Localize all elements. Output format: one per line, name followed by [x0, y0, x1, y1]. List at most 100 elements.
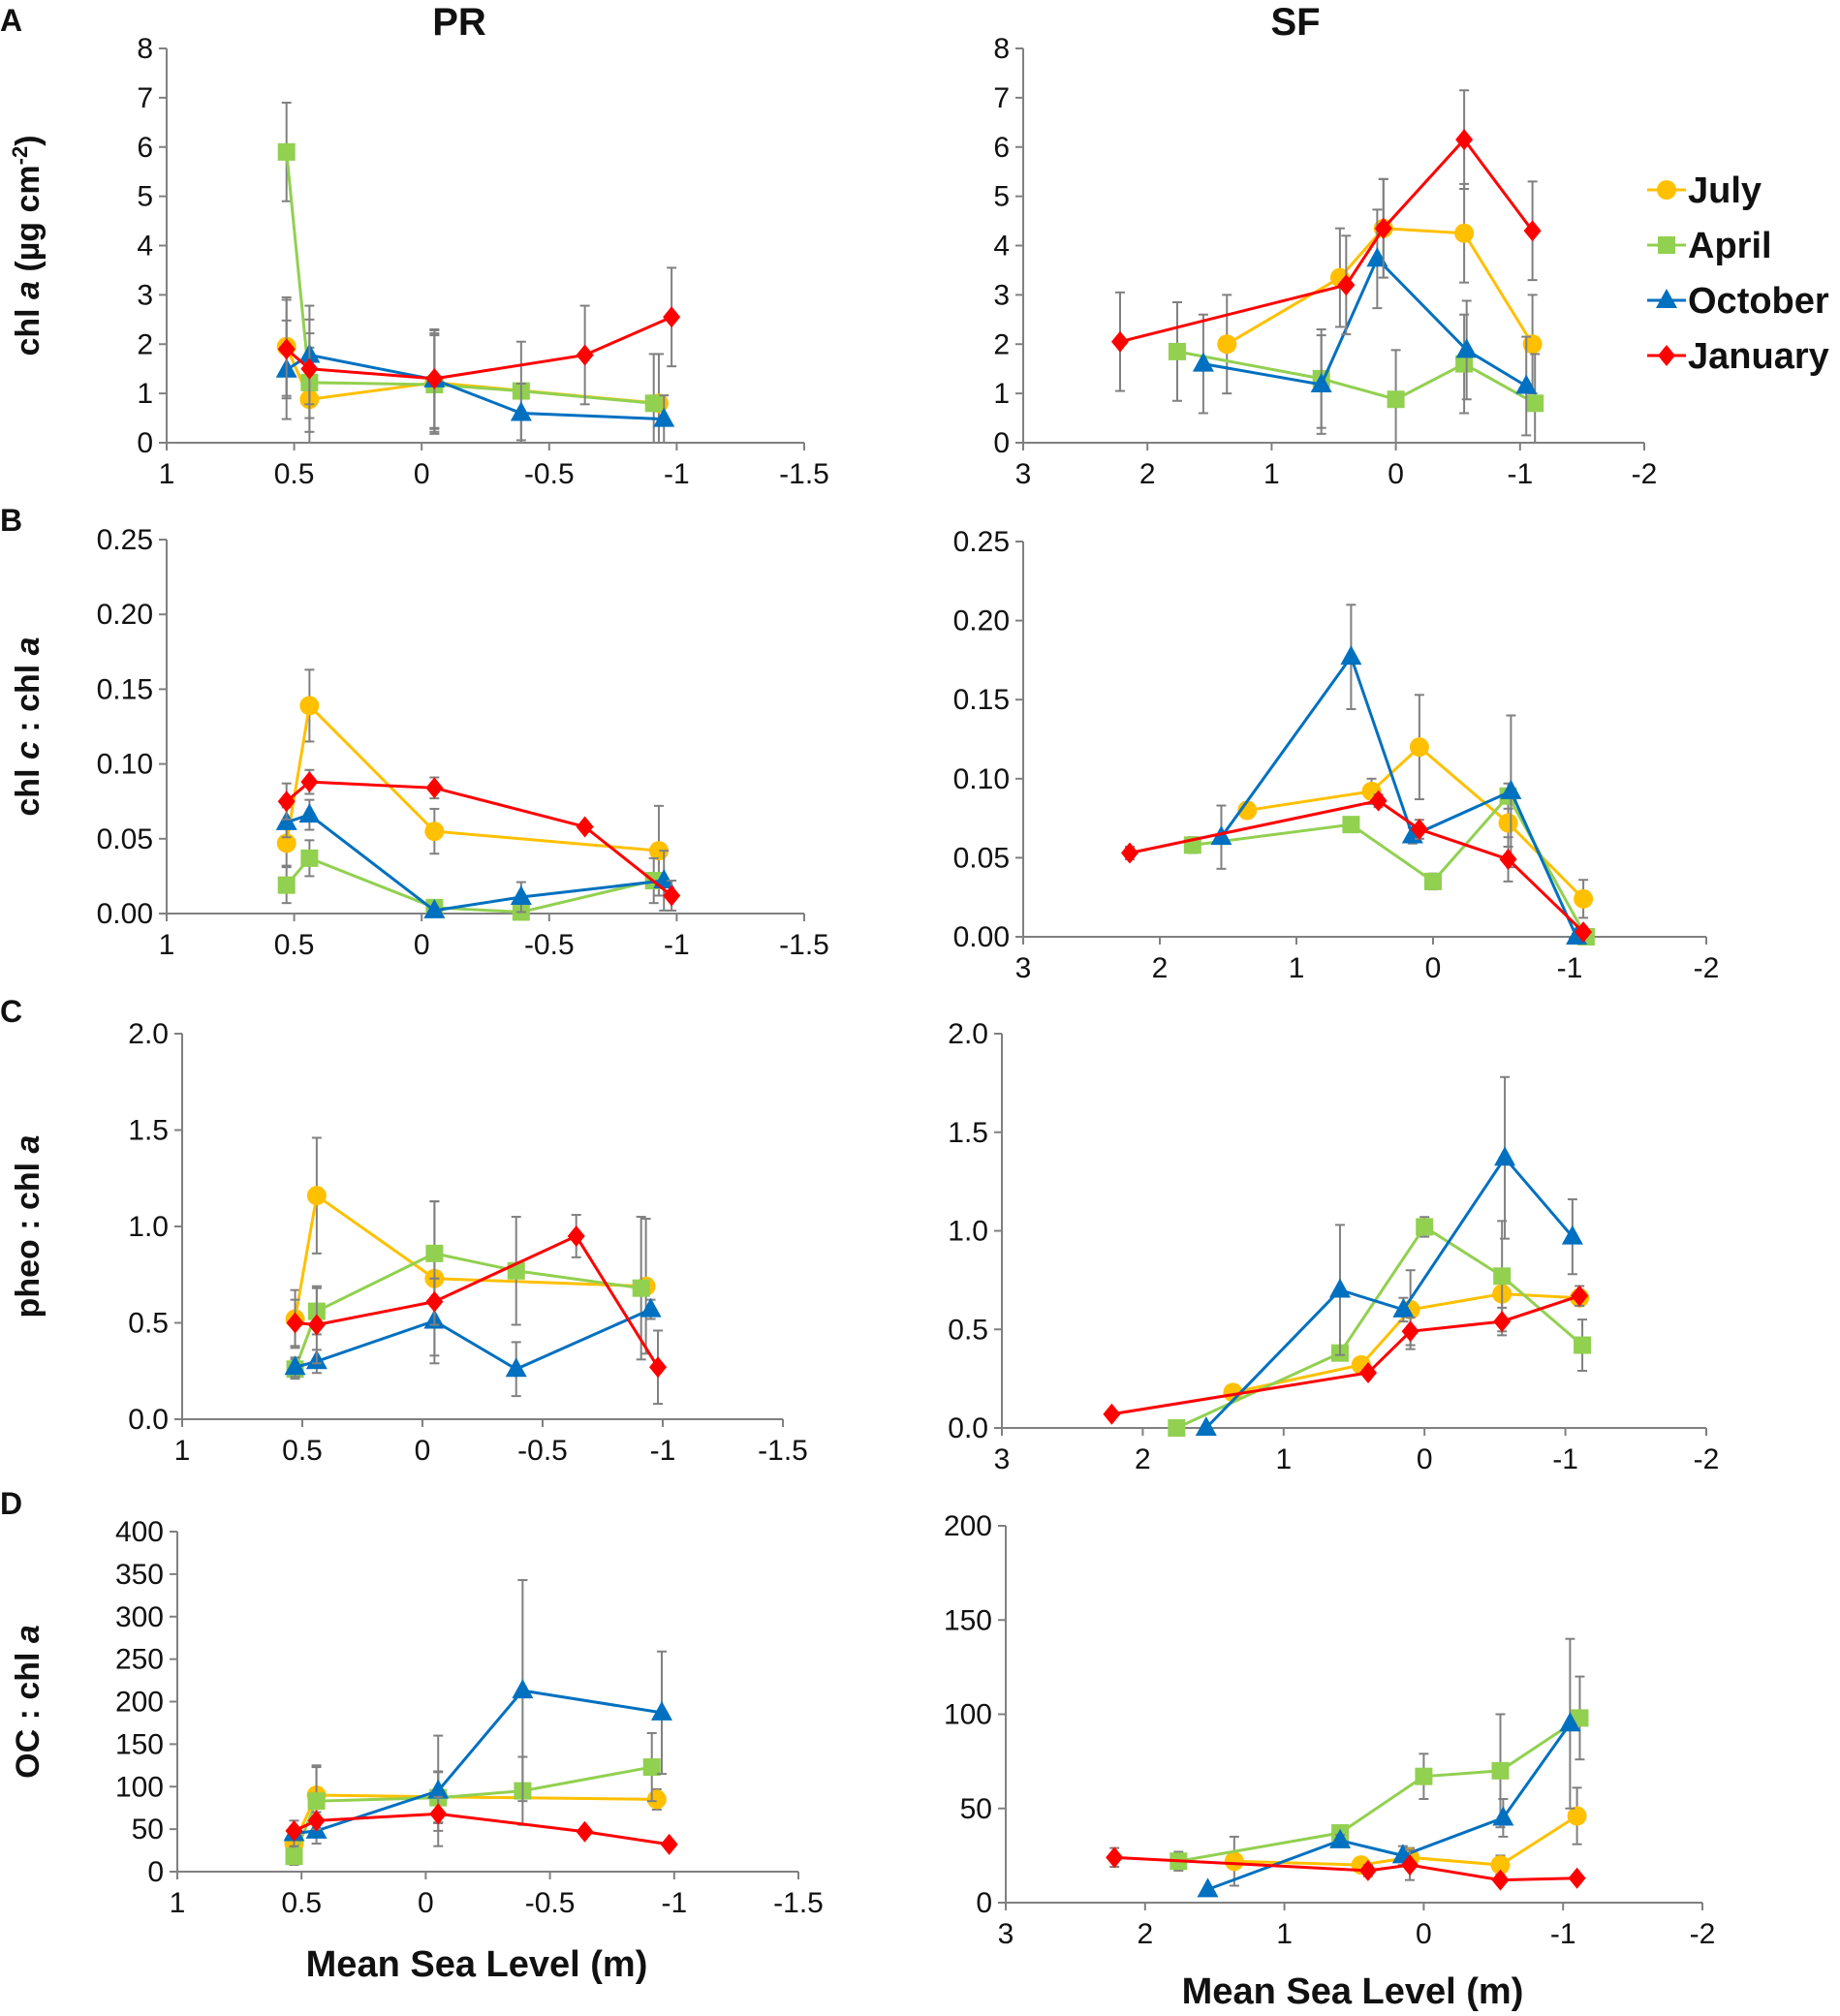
data-point	[1571, 1285, 1589, 1307]
data-point	[649, 1356, 668, 1379]
legend-label: July	[1688, 171, 1762, 211]
series-line	[1178, 1717, 1581, 1863]
series-line	[294, 1689, 663, 1836]
data-point	[1410, 819, 1428, 841]
data-point	[510, 401, 532, 421]
data-point	[1499, 849, 1517, 871]
series-line	[1119, 137, 1534, 344]
data-point	[1494, 1146, 1516, 1166]
series-october	[275, 304, 675, 444]
data-point	[425, 367, 444, 389]
legend-item-april: April	[1647, 226, 1772, 266]
data-point	[1561, 1225, 1583, 1245]
y-tick-label: 0	[137, 427, 153, 459]
data-point	[1498, 813, 1518, 833]
y-axis-label-part: a	[10, 281, 47, 299]
data-point	[1455, 338, 1478, 358]
data-point	[1575, 921, 1593, 944]
series-april	[277, 839, 663, 921]
y-tick-label: 5	[137, 181, 153, 213]
series-line	[1247, 745, 1585, 900]
x-tick-label: 0	[418, 1887, 434, 1919]
y-tick-label: 0.10	[97, 749, 153, 781]
x-tick-label: -1	[1507, 458, 1533, 490]
y-tick-label: 2	[993, 328, 1010, 360]
y-tick-label: 1.5	[128, 1115, 169, 1147]
data-point	[660, 1833, 678, 1855]
data-point	[1491, 1869, 1510, 1891]
data-point	[277, 876, 296, 894]
data-point	[1493, 1267, 1512, 1286]
y-tick-label: 0	[993, 427, 1010, 459]
data-point	[1192, 352, 1214, 372]
panel-label-a: A	[0, 3, 22, 38]
data-point	[307, 1810, 326, 1832]
data-point	[663, 306, 681, 328]
y-tick-label: 2.0	[948, 1018, 988, 1050]
y-tick-label: 50	[132, 1814, 164, 1845]
panel-label-c: C	[0, 994, 22, 1029]
data-point	[284, 1355, 306, 1376]
data-point	[663, 884, 681, 907]
series-line	[293, 1812, 670, 1846]
data-point	[1168, 1419, 1186, 1437]
data-point	[300, 849, 319, 867]
legend-marker	[1658, 236, 1675, 254]
panel-d-sf: 0 50 100 150 200 3 2 1 0 -1 -2	[944, 1510, 1715, 1950]
panel-d-pr: 0 50 100 150 200 250 300 350 400 1 0.5 0 -0.5 -1 -1.5 O…	[10, 1516, 824, 1919]
data-point	[1526, 394, 1544, 413]
x-tick-label: -2	[1694, 952, 1720, 984]
x-axis-label-sf: Mean Sea Level (m)	[1182, 1971, 1524, 2012]
y-axis-label-part: pheo : chl	[10, 1153, 47, 1318]
series-october	[1195, 1075, 1583, 1436]
panel-b-pr: 0.00 0.05 0.10 0.15 0.20 0.25 1 0.5 0 -0.5 -1 -1.5 c…	[10, 524, 829, 961]
data-point	[276, 833, 296, 853]
data-point	[650, 1700, 672, 1721]
data-point	[298, 803, 321, 823]
y-tick-label: 0.15	[97, 673, 153, 705]
series-january	[1106, 1846, 1586, 1891]
series-october	[1192, 208, 1538, 437]
series-july	[276, 668, 669, 897]
data-point	[1310, 372, 1332, 392]
y-tick-label: 7	[137, 82, 153, 114]
data-point	[1492, 1806, 1514, 1826]
x-tick-label: 1	[159, 929, 175, 961]
x-tick-label: 0.5	[282, 1435, 323, 1467]
y-tick-label: 100	[944, 1699, 992, 1731]
series-july	[1224, 1786, 1587, 1887]
data-point	[307, 1314, 326, 1336]
series-october	[1210, 604, 1588, 945]
data-point	[1455, 129, 1474, 151]
data-point	[423, 898, 446, 918]
y-tick-label: 0	[147, 1856, 164, 1888]
y-tick-label: 0.00	[953, 921, 1010, 953]
y-tick-label: 200	[944, 1510, 992, 1542]
y-tick-label: 350	[115, 1559, 164, 1591]
data-point	[1120, 842, 1138, 864]
y-axis-label-part: a	[10, 1135, 47, 1154]
y-tick-label: 0.20	[97, 599, 153, 631]
legend-item-october: October	[1647, 281, 1829, 322]
data-point	[1329, 1828, 1352, 1848]
series-january	[286, 1214, 668, 1406]
x-tick-label: 2	[1135, 1443, 1151, 1475]
x-tick-label: 0	[414, 929, 430, 961]
x-tick-label: 1	[1263, 458, 1280, 490]
y-axis-label-part: : chl	[10, 655, 47, 741]
series-line	[285, 151, 654, 405]
data-point	[510, 885, 532, 906]
y-tick-label: 3	[137, 279, 153, 311]
data-point	[505, 1357, 527, 1378]
y-tick-label: 100	[115, 1771, 164, 1803]
series-april	[1169, 1675, 1589, 1872]
data-point	[1568, 1867, 1586, 1889]
series-line	[285, 315, 672, 381]
legend-marker	[1658, 345, 1675, 366]
series-line	[1226, 227, 1534, 346]
x-tick-label: -2	[1694, 1443, 1720, 1475]
data-point	[1359, 1362, 1378, 1384]
data-point	[277, 791, 296, 813]
